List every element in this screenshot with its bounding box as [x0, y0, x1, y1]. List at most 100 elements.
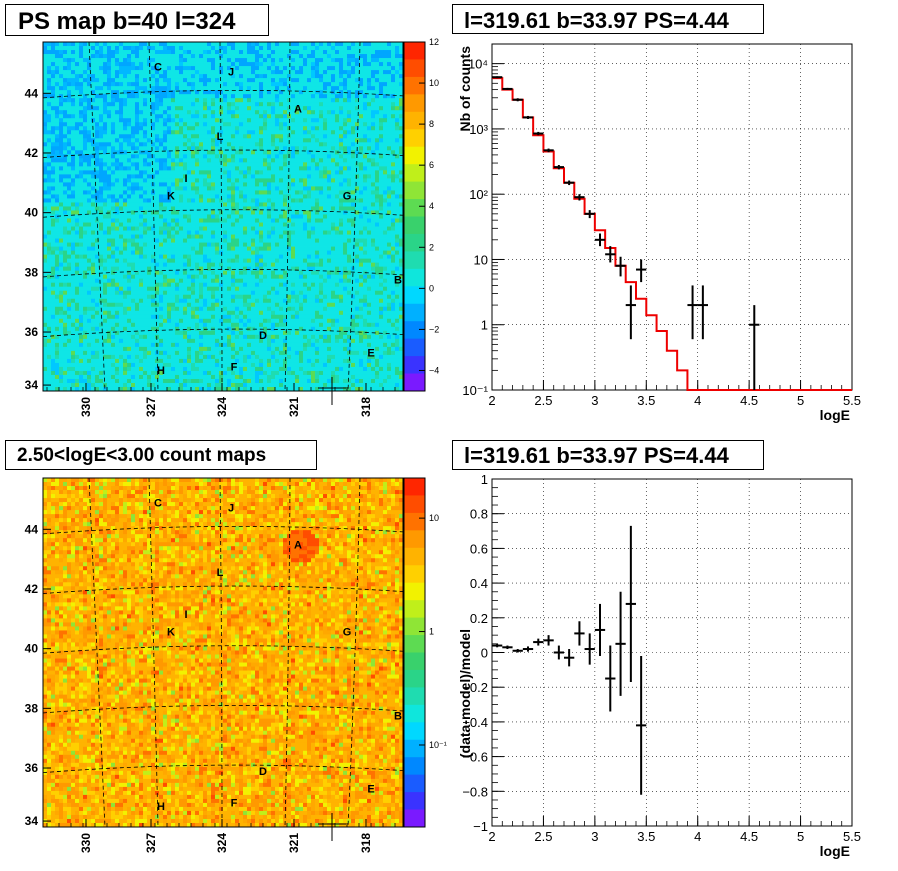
map-cell — [83, 382, 88, 388]
map-cell — [147, 202, 152, 207]
map-cell — [223, 206, 228, 211]
map-cell — [91, 338, 96, 344]
map-cell — [143, 254, 148, 260]
map-cell — [67, 214, 72, 219]
map-cell — [55, 322, 60, 328]
map-cell — [59, 382, 64, 388]
map-cell — [143, 298, 148, 304]
map-cell — [259, 118, 264, 123]
map-cell — [175, 238, 180, 243]
map-cell — [187, 62, 192, 67]
map-cell — [267, 162, 272, 167]
map-cell — [195, 358, 200, 364]
map-cell — [191, 278, 196, 284]
map-cell — [175, 250, 180, 256]
map-cell — [255, 86, 260, 91]
map-cell — [139, 242, 144, 247]
map-cell — [107, 74, 112, 79]
map-cell — [71, 258, 76, 264]
map-cell — [175, 378, 180, 384]
map-cell — [143, 90, 148, 95]
map-cell — [43, 42, 48, 47]
map-cell — [147, 94, 152, 99]
map-cell — [259, 114, 264, 119]
map-cell — [191, 114, 196, 119]
map-cell — [207, 386, 212, 392]
map-cell — [191, 110, 196, 115]
map-cell — [235, 334, 240, 340]
map-cell — [247, 102, 252, 107]
map-cell — [115, 66, 120, 71]
map-cell — [43, 226, 48, 231]
map-cell — [211, 46, 216, 51]
map-cell — [223, 310, 228, 316]
map-cell — [239, 178, 244, 183]
map-cell — [171, 94, 176, 99]
map-cell — [215, 90, 220, 95]
map-cell — [199, 234, 204, 239]
map-cell — [219, 314, 224, 320]
map-cell — [207, 346, 212, 352]
map-cell — [235, 330, 240, 336]
map-cell — [55, 346, 60, 352]
map-cell — [159, 322, 164, 328]
map-cell — [87, 302, 92, 308]
map-cell — [59, 118, 64, 123]
map-cell — [135, 350, 140, 356]
map-cell — [95, 142, 100, 147]
map-cell — [51, 98, 56, 103]
map-cell — [75, 342, 80, 348]
map-cell — [163, 214, 168, 219]
map-cell — [99, 70, 104, 75]
map-cell — [215, 210, 220, 215]
map-cell — [155, 326, 160, 332]
map-cell — [175, 46, 180, 51]
map-cell — [131, 82, 136, 87]
map-cell — [87, 298, 92, 304]
map-cell — [239, 278, 244, 284]
map-cell — [143, 266, 148, 272]
map-cell — [71, 326, 76, 332]
map-cell — [211, 190, 216, 195]
map-cell — [215, 122, 220, 127]
map-cell — [127, 82, 132, 87]
map-cell — [167, 58, 172, 63]
map-cell — [131, 346, 136, 352]
map-cell — [223, 374, 228, 380]
map-cell — [91, 310, 96, 316]
map-cell — [187, 66, 192, 71]
map-cell — [55, 294, 60, 300]
map-cell — [199, 54, 204, 59]
map-cell — [203, 214, 208, 219]
map-cell — [47, 330, 52, 336]
map-cell — [251, 186, 256, 191]
map-cell — [171, 222, 176, 227]
map-cell — [163, 234, 168, 239]
map-cell — [203, 258, 208, 264]
map-cell — [163, 270, 168, 276]
map-cell — [175, 142, 180, 147]
map-cell — [267, 106, 272, 111]
map-cell — [119, 334, 124, 340]
map-cell — [243, 274, 248, 280]
map-cell — [191, 362, 196, 368]
map-cell — [47, 90, 52, 95]
map-cell — [95, 82, 100, 87]
map-cell — [231, 154, 236, 159]
map-cell — [107, 246, 112, 251]
map-cell — [263, 198, 268, 203]
map-cell — [139, 42, 144, 47]
map-cell — [259, 190, 264, 195]
map-cell — [163, 294, 168, 300]
map-cell — [219, 310, 224, 316]
map-cell — [59, 194, 64, 199]
map-cell — [71, 178, 76, 183]
map-cell — [215, 230, 220, 235]
map-cell — [143, 238, 148, 243]
map-cell — [111, 326, 116, 332]
map-cell — [79, 50, 84, 55]
map-cell — [91, 270, 96, 276]
map-cell — [59, 58, 64, 63]
map-cell — [243, 370, 248, 376]
map-cell — [115, 246, 120, 251]
